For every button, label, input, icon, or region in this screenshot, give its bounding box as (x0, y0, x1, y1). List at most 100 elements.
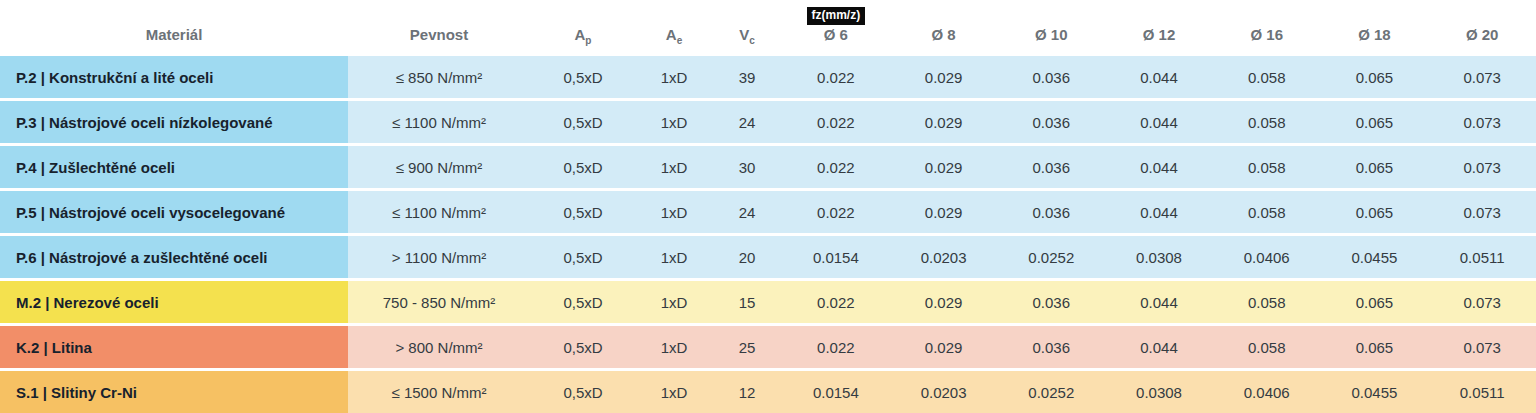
table-row: M.2 | Nerezové oceli750 - 850 N/mm²0,5xD… (0, 281, 1536, 323)
pevnost-cell: ≤ 850 N/mm² (348, 56, 530, 98)
column-header-diameter-label: Ø 18 (1358, 27, 1391, 43)
material-cell: P.4 | Zušlechtěné oceli (0, 146, 348, 188)
fz-value-cell: 0.0455 (1321, 236, 1429, 278)
column-header-diameter-label: Ø 8 (931, 27, 955, 43)
ap-cell: 0,5xD (530, 281, 636, 323)
ap-cell: 0,5xD (530, 371, 636, 413)
column-header-diameter-label: Ø 20 (1466, 27, 1499, 43)
vc-cell: 12 (712, 371, 782, 413)
fz-value-cell: 0.058 (1213, 326, 1321, 368)
column-header-diameter: Ø 12 (1105, 0, 1213, 53)
column-header-diameter: Ø 20 (1428, 0, 1536, 53)
fz-value-cell: 0.036 (997, 326, 1105, 368)
ae-cell: 1xD (636, 101, 712, 143)
pevnost-cell: ≤ 1500 N/mm² (348, 371, 530, 413)
fz-value-cell: 0.044 (1105, 281, 1213, 323)
fz-value-cell: 0.058 (1213, 191, 1321, 233)
fz-value-cell: 0.0154 (782, 371, 890, 413)
fz-value-cell: 0.073 (1428, 281, 1536, 323)
material-cell: S.1 | Slitiny Cr-Ni (0, 371, 348, 413)
fz-value-cell: 0.022 (782, 191, 890, 233)
column-header-diameter: Ø 16 (1213, 0, 1321, 53)
fz-value-cell: 0.073 (1428, 191, 1536, 233)
fz-value-cell: 0.058 (1213, 56, 1321, 98)
fz-value-cell: 0.0308 (1105, 236, 1213, 278)
fz-value-cell: 0.0154 (782, 236, 890, 278)
pevnost-cell: ≤ 1100 N/mm² (348, 101, 530, 143)
ae-cell: 1xD (636, 236, 712, 278)
fz-value-cell: 0.073 (1428, 101, 1536, 143)
column-header-diameter: Ø 18 (1321, 0, 1429, 53)
column-header-vc: Vc (712, 0, 782, 53)
fz-value-cell: 0.0406 (1213, 371, 1321, 413)
fz-value-cell: 0.0203 (890, 236, 998, 278)
ae-cell: 1xD (636, 326, 712, 368)
ap-cell: 0,5xD (530, 326, 636, 368)
vc-cell: 24 (712, 191, 782, 233)
pevnost-cell: 750 - 850 N/mm² (348, 281, 530, 323)
fz-value-cell: 0.0252 (997, 371, 1105, 413)
fz-value-cell: 0.073 (1428, 56, 1536, 98)
fz-value-cell: 0.022 (782, 326, 890, 368)
fz-value-cell: 0.058 (1213, 146, 1321, 188)
fz-value-cell: 0.029 (890, 281, 998, 323)
fz-value-cell: 0.073 (1428, 146, 1536, 188)
fz-value-cell: 0.036 (997, 56, 1105, 98)
fz-value-cell: 0.029 (890, 101, 998, 143)
fz-value-cell: 0.022 (782, 281, 890, 323)
fz-value-cell: 0.065 (1321, 146, 1429, 188)
fz-value-cell: 0.0511 (1428, 236, 1536, 278)
ap-cell: 0,5xD (530, 236, 636, 278)
table-row: P.6 | Nástrojové a zušlechtěné oceli> 11… (0, 236, 1536, 278)
vc-cell: 25 (712, 326, 782, 368)
fz-value-cell: 0.0511 (1428, 371, 1536, 413)
table-header-row: Materiál Pevnost Ap Ae Vc fz(mm/z)Ø 6Ø 8… (0, 0, 1536, 53)
fz-value-cell: 0.044 (1105, 326, 1213, 368)
fz-value-cell: 0.029 (890, 326, 998, 368)
table-body: P.2 | Konstrukční a lité oceli≤ 850 N/mm… (0, 56, 1536, 413)
column-header-diameter-label: Ø 6 (824, 27, 848, 43)
material-cell: P.2 | Konstrukční a lité oceli (0, 56, 348, 98)
vc-cell: 15 (712, 281, 782, 323)
vc-cell: 39 (712, 56, 782, 98)
material-cell: P.5 | Nástrojové oceli vysocelegované (0, 191, 348, 233)
column-header-diameter-label: Ø 12 (1143, 27, 1176, 43)
pevnost-cell: ≤ 900 N/mm² (348, 146, 530, 188)
fz-value-cell: 0.0203 (890, 371, 998, 413)
column-header-diameter: Ø 10 (997, 0, 1105, 53)
column-header-ae: Ae (636, 0, 712, 53)
column-header-diameter-label: Ø 10 (1035, 27, 1068, 43)
fz-value-cell: 0.073 (1428, 326, 1536, 368)
column-header-diameter: Ø 8 (890, 0, 998, 53)
fz-value-cell: 0.029 (890, 56, 998, 98)
ap-cell: 0,5xD (530, 191, 636, 233)
table-row: P.4 | Zušlechtěné oceli≤ 900 N/mm²0,5xD1… (0, 146, 1536, 188)
column-header-diameter-label: Ø 16 (1250, 27, 1283, 43)
fz-value-cell: 0.022 (782, 146, 890, 188)
table-row: K.2 | Litina> 800 N/mm²0,5xD1xD250.0220.… (0, 326, 1536, 368)
fz-value-cell: 0.065 (1321, 56, 1429, 98)
fz-value-cell: 0.036 (997, 281, 1105, 323)
fz-value-cell: 0.065 (1321, 101, 1429, 143)
fz-value-cell: 0.065 (1321, 191, 1429, 233)
table-row: P.2 | Konstrukční a lité oceli≤ 850 N/mm… (0, 56, 1536, 98)
table-row: P.3 | Nástrojové oceli nízkolegované≤ 11… (0, 101, 1536, 143)
vc-cell: 20 (712, 236, 782, 278)
ae-cell: 1xD (636, 146, 712, 188)
fz-value-cell: 0.036 (997, 101, 1105, 143)
fz-value-cell: 0.029 (890, 191, 998, 233)
column-header-ap-label: Ap (575, 27, 592, 43)
fz-value-cell: 0.044 (1105, 146, 1213, 188)
fz-value-cell: 0.065 (1321, 281, 1429, 323)
fz-value-cell: 0.065 (1321, 326, 1429, 368)
column-header-pevnost: Pevnost (348, 0, 530, 53)
column-header-material: Materiál (0, 0, 348, 53)
ap-cell: 0,5xD (530, 146, 636, 188)
fz-value-cell: 0.022 (782, 56, 890, 98)
table-row: P.5 | Nástrojové oceli vysocelegované≤ 1… (0, 191, 1536, 233)
fz-value-cell: 0.044 (1105, 191, 1213, 233)
pevnost-cell: ≤ 1100 N/mm² (348, 191, 530, 233)
fz-value-cell: 0.058 (1213, 101, 1321, 143)
fz-value-cell: 0.036 (997, 191, 1105, 233)
cutting-parameters-table: Materiál Pevnost Ap Ae Vc fz(mm/z)Ø 6Ø 8… (0, 0, 1536, 413)
